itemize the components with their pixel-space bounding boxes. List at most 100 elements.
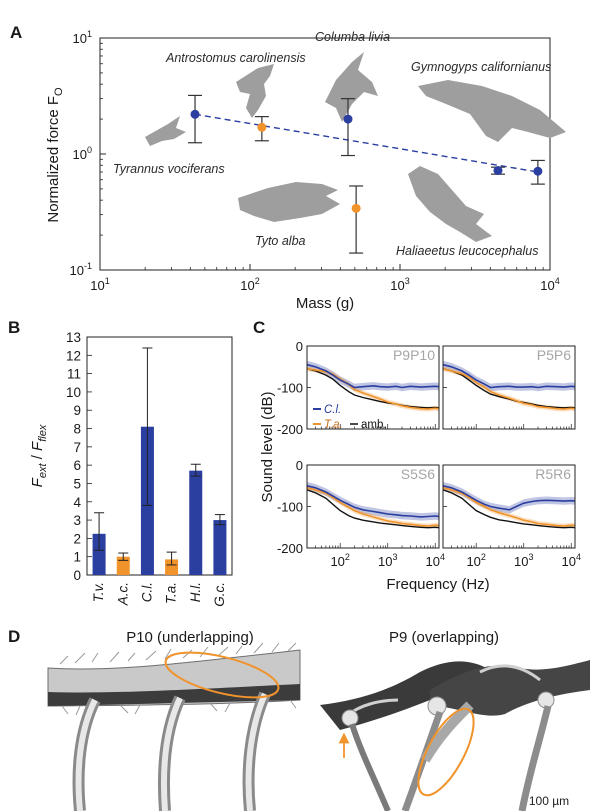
c-xticklabel-2-0: 102 [330, 552, 349, 569]
bar-5 [213, 520, 227, 575]
b-category-1: A.c. [115, 582, 130, 606]
c-line-orange-1 [442, 368, 576, 410]
b-axes-layer: T.v. A.c. C.l. T.a. H.l. G.c.0123456789101112… [66, 330, 227, 607]
b-yticklabel-3: 3 [73, 513, 81, 528]
b-yticklabel-12: 12 [66, 348, 81, 363]
c-band-blue-3 [443, 482, 575, 514]
species-label-tyto: Tyto alba [255, 234, 306, 248]
a-yticklabel-2-exp: -1 [84, 261, 92, 271]
d-right-title: P9 (overlapping) [389, 629, 499, 646]
a-xticklabel-0-exp: 1 [105, 276, 110, 286]
c-yticklabel-2-0: 0 [296, 458, 303, 473]
c-line-ambient-3 [442, 489, 576, 529]
c-line-orange-2 [306, 487, 440, 527]
d-right-feather-render: 100 µm [320, 660, 590, 811]
b-category-0: T.v. [91, 582, 106, 602]
c-xticklabel-2-1-exp: 3 [392, 552, 397, 562]
b-data-layer [92, 347, 227, 575]
b-ylabel-den-sub: flex [37, 424, 49, 442]
c-xticklabel-3-1-exp: 3 [528, 552, 533, 562]
bar-3 [165, 559, 179, 575]
c-xticklabel-2-1: 103 [378, 552, 397, 569]
tyrannus-silhouette [145, 116, 186, 146]
a-xticklabel-2-exp: 3 [405, 276, 410, 286]
a-xticklabel-1: 102 [240, 276, 259, 293]
b-yticklabel-10: 10 [66, 385, 81, 400]
a-yticklabel-1: 100 [73, 145, 92, 162]
b-yticklabel-0: 0 [73, 568, 81, 583]
c-line-ambient-0 [306, 368, 440, 409]
a-xticklabel-1-base: 10 [240, 278, 254, 293]
a-data-layer [188, 94, 545, 254]
c-xticklabel-2-2-base: 10 [425, 554, 439, 569]
panel-b-label: B [8, 318, 20, 337]
c-xticklabel-3-0-base: 10 [466, 554, 480, 569]
species-label-tyrannus: Tyrannus vociferans [113, 162, 225, 176]
b-ylabel-num-sub: ext [37, 463, 49, 479]
b-ylabel-den: F [29, 441, 46, 451]
barb-right-2 [518, 705, 552, 811]
vane-dark-1 [320, 661, 490, 730]
c-xticklabel-2-0-exp: 2 [345, 552, 350, 562]
b-ylabel: Fext / Fflex [29, 424, 49, 487]
c-yticklabel-0-2: -200 [277, 422, 303, 437]
c-xticklabel-3-2: 104 [561, 552, 580, 569]
b-yticklabel-6: 6 [73, 458, 81, 473]
a-xticklabel-3: 104 [540, 276, 559, 293]
data-point-3 [351, 203, 361, 213]
highlight-ellipse-right [417, 707, 475, 797]
b-yticklabel-1: 1 [73, 550, 81, 565]
a-ylabel: Normalized force FO [45, 87, 65, 223]
c-xticklabel-2-2: 104 [425, 552, 444, 569]
panel-b-axes-frame [86, 336, 233, 576]
c-xticklabel-3-1: 103 [514, 552, 533, 569]
c-subplot-title-0: P9P10 [393, 347, 435, 363]
b-yticklabel-5: 5 [73, 476, 81, 491]
rachis-shadow [48, 684, 300, 706]
a-yticklabel-0-base: 10 [73, 31, 87, 46]
b-yticklabel-2: 2 [73, 531, 81, 546]
c-line-blue-0 [306, 363, 440, 389]
a-xticklabel-0-base: 10 [90, 278, 104, 293]
c-xticklabel-3-2-base: 10 [561, 554, 575, 569]
a-yticklabel-0: 101 [73, 29, 92, 46]
c-line-orange-3 [442, 487, 576, 527]
a-ylabel-sub: O [53, 87, 65, 96]
c-ylabel: Sound level (dB) [259, 392, 276, 503]
c-line-blue-3 [442, 485, 576, 511]
c-xticklabel-2-2-exp: 4 [440, 552, 445, 562]
b-yticklabel-4: 4 [73, 495, 81, 510]
b-yticklabel-7: 7 [73, 440, 81, 455]
data-point-5 [533, 166, 543, 176]
b-category-3: T.a. [164, 582, 179, 604]
c-band-orange-0 [307, 366, 439, 412]
data-point-2 [343, 114, 353, 124]
a-yticklabel-0-exp: 1 [87, 29, 92, 39]
c-subplot-1: P5P6 [442, 345, 576, 430]
columba-silhouette [325, 52, 378, 122]
c-xticklabel-3-2-exp: 4 [576, 552, 581, 562]
species-label-haliaeetus: Haliaeetus leucocephalus [396, 244, 538, 258]
species-label-antrostomus: Antrostomus carolinensis [165, 51, 306, 65]
gymnogyps-silhouette [418, 80, 566, 142]
c-line-ambient-2 [306, 489, 440, 529]
antrostomus-silhouette [236, 64, 274, 118]
c-yticklabel-2-1: -100 [277, 500, 303, 515]
rachis-knot-3 [341, 709, 359, 727]
data-point-4 [493, 166, 503, 176]
a-yticklabel-2-base: 10 [70, 263, 84, 278]
c-subplot-0: P9P10 0 -100 -200 [277, 339, 440, 437]
c-yticklabel-2-2: -200 [277, 541, 303, 556]
a-yticklabel-1-base: 10 [73, 147, 87, 162]
d-left-feather-render [47, 642, 301, 811]
b-yticklabel-11: 11 [67, 367, 81, 382]
panel-b: B T.v. A.c. C.l. T.a. H.l. G.c.01234567891011… [8, 318, 233, 607]
species-label-gymnogyps: Gymnogyps californianus [411, 60, 551, 74]
b-yticklabel-9: 9 [73, 403, 81, 418]
data-point-1 [257, 122, 267, 132]
